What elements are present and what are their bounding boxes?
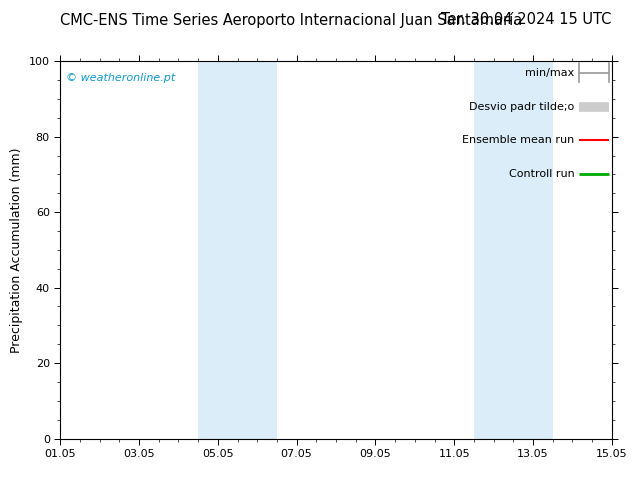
Text: min/max: min/max (525, 68, 574, 77)
Text: Ensemble mean run: Ensemble mean run (462, 135, 574, 146)
Bar (198, 61, 277, 439)
Bar (474, 61, 553, 439)
Y-axis label: Precipitation Accumulation (mm): Precipitation Accumulation (mm) (10, 147, 23, 353)
Text: Controll run: Controll run (508, 170, 574, 179)
Text: CMC-ENS Time Series Aeroporto Internacional Juan Santamaría: CMC-ENS Time Series Aeroporto Internacio… (60, 12, 522, 28)
Text: Ter. 30.04.2024 15 UTC: Ter. 30.04.2024 15 UTC (441, 12, 612, 27)
Text: © weatheronline.pt: © weatheronline.pt (66, 73, 175, 83)
Text: Desvio padr tilde;o: Desvio padr tilde;o (469, 101, 574, 112)
